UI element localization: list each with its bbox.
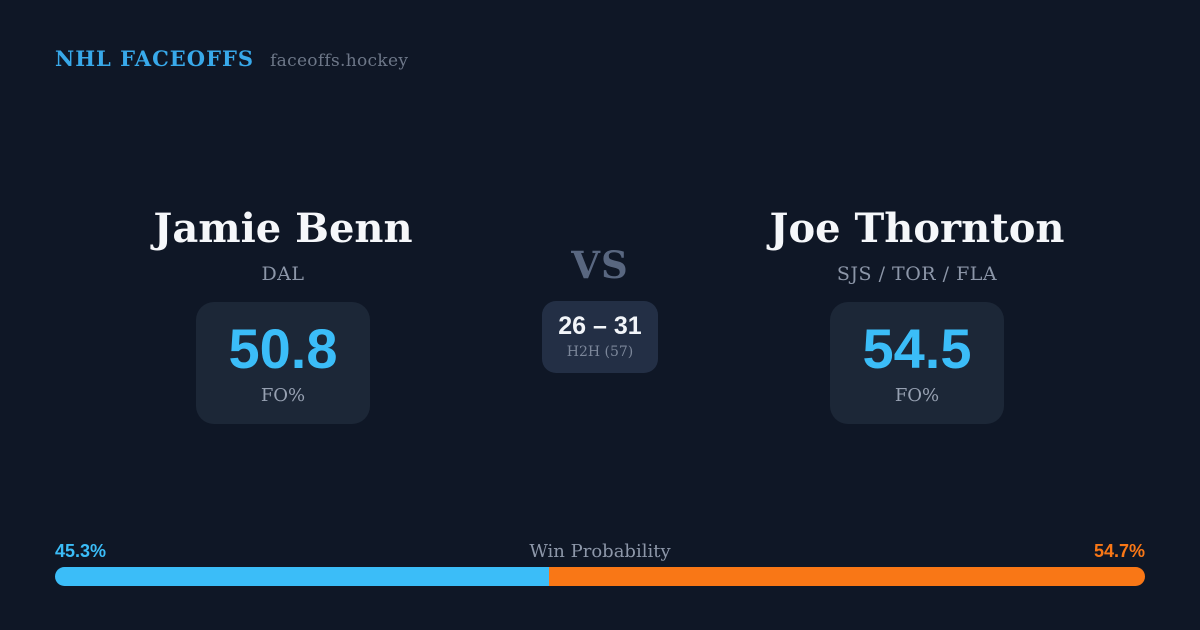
- brand-title: NHL FACEOFFS: [55, 46, 255, 71]
- faceoff-pct-value: 54.5: [862, 316, 972, 380]
- versus-column: VS 26 – 31 H2H (57): [500, 247, 700, 373]
- faceoff-pct-label: FO%: [260, 384, 306, 406]
- player-teams: DAL: [261, 263, 305, 285]
- h2h-score: 26 – 31: [558, 312, 642, 340]
- player-name: Joe Thornton: [769, 205, 1065, 252]
- win-prob-bar: [55, 567, 1145, 586]
- header: NHL FACEOFFS faceoffs.hockey: [55, 46, 408, 71]
- faceoff-pct-label: FO%: [894, 384, 940, 406]
- vs-label: VS: [571, 243, 629, 287]
- player-left-column: Jamie Benn DAL 50.8 FO%: [83, 206, 483, 424]
- faceoff-pct-value: 50.8: [228, 316, 338, 380]
- h2h-label: H2H (57): [566, 344, 634, 360]
- faceoff-pct-card: 54.5 FO%: [830, 302, 1004, 424]
- win-prob-bar-left-segment: [55, 567, 549, 586]
- win-prob-left-pct: 45.3%: [55, 541, 107, 561]
- win-prob-right-pct: 54.7%: [1093, 541, 1145, 561]
- h2h-card: 26 – 31 H2H (57): [542, 301, 658, 373]
- player-teams: SJS / TOR / FLA: [836, 263, 998, 285]
- player-right-column: Joe Thornton SJS / TOR / FLA 54.5 FO%: [717, 206, 1117, 424]
- win-probability-labels: 45.3% Win Probability 54.7%: [55, 541, 1145, 563]
- win-prob-bar-right-segment: [548, 567, 1145, 586]
- site-url: faceoffs.hockey: [270, 51, 409, 71]
- faceoff-pct-card: 50.8 FO%: [196, 302, 370, 424]
- win-prob-title: Win Probability: [529, 541, 671, 562]
- player-name: Jamie Benn: [153, 205, 413, 252]
